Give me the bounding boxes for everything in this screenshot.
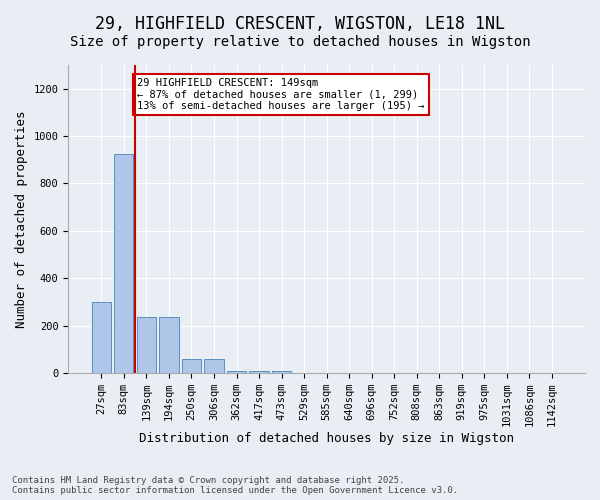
Bar <box>92 302 111 373</box>
X-axis label: Distribution of detached houses by size in Wigston: Distribution of detached houses by size … <box>139 432 514 445</box>
Text: Size of property relative to detached houses in Wigston: Size of property relative to detached ho… <box>70 35 530 49</box>
Bar <box>114 154 133 373</box>
Y-axis label: Number of detached properties: Number of detached properties <box>15 110 28 328</box>
Bar <box>205 360 224 373</box>
Text: Contains HM Land Registry data © Crown copyright and database right 2025.
Contai: Contains HM Land Registry data © Crown c… <box>12 476 458 495</box>
Text: 29 HIGHFIELD CRESCENT: 149sqm
← 87% of detached houses are smaller (1, 299)
13% : 29 HIGHFIELD CRESCENT: 149sqm ← 87% of d… <box>137 78 425 111</box>
Text: 29, HIGHFIELD CRESCENT, WIGSTON, LE18 1NL: 29, HIGHFIELD CRESCENT, WIGSTON, LE18 1N… <box>95 15 505 33</box>
Bar <box>160 317 179 373</box>
Bar <box>250 371 269 373</box>
Bar <box>272 370 291 373</box>
Bar <box>182 360 201 373</box>
Bar <box>227 371 246 373</box>
Bar <box>137 317 156 373</box>
